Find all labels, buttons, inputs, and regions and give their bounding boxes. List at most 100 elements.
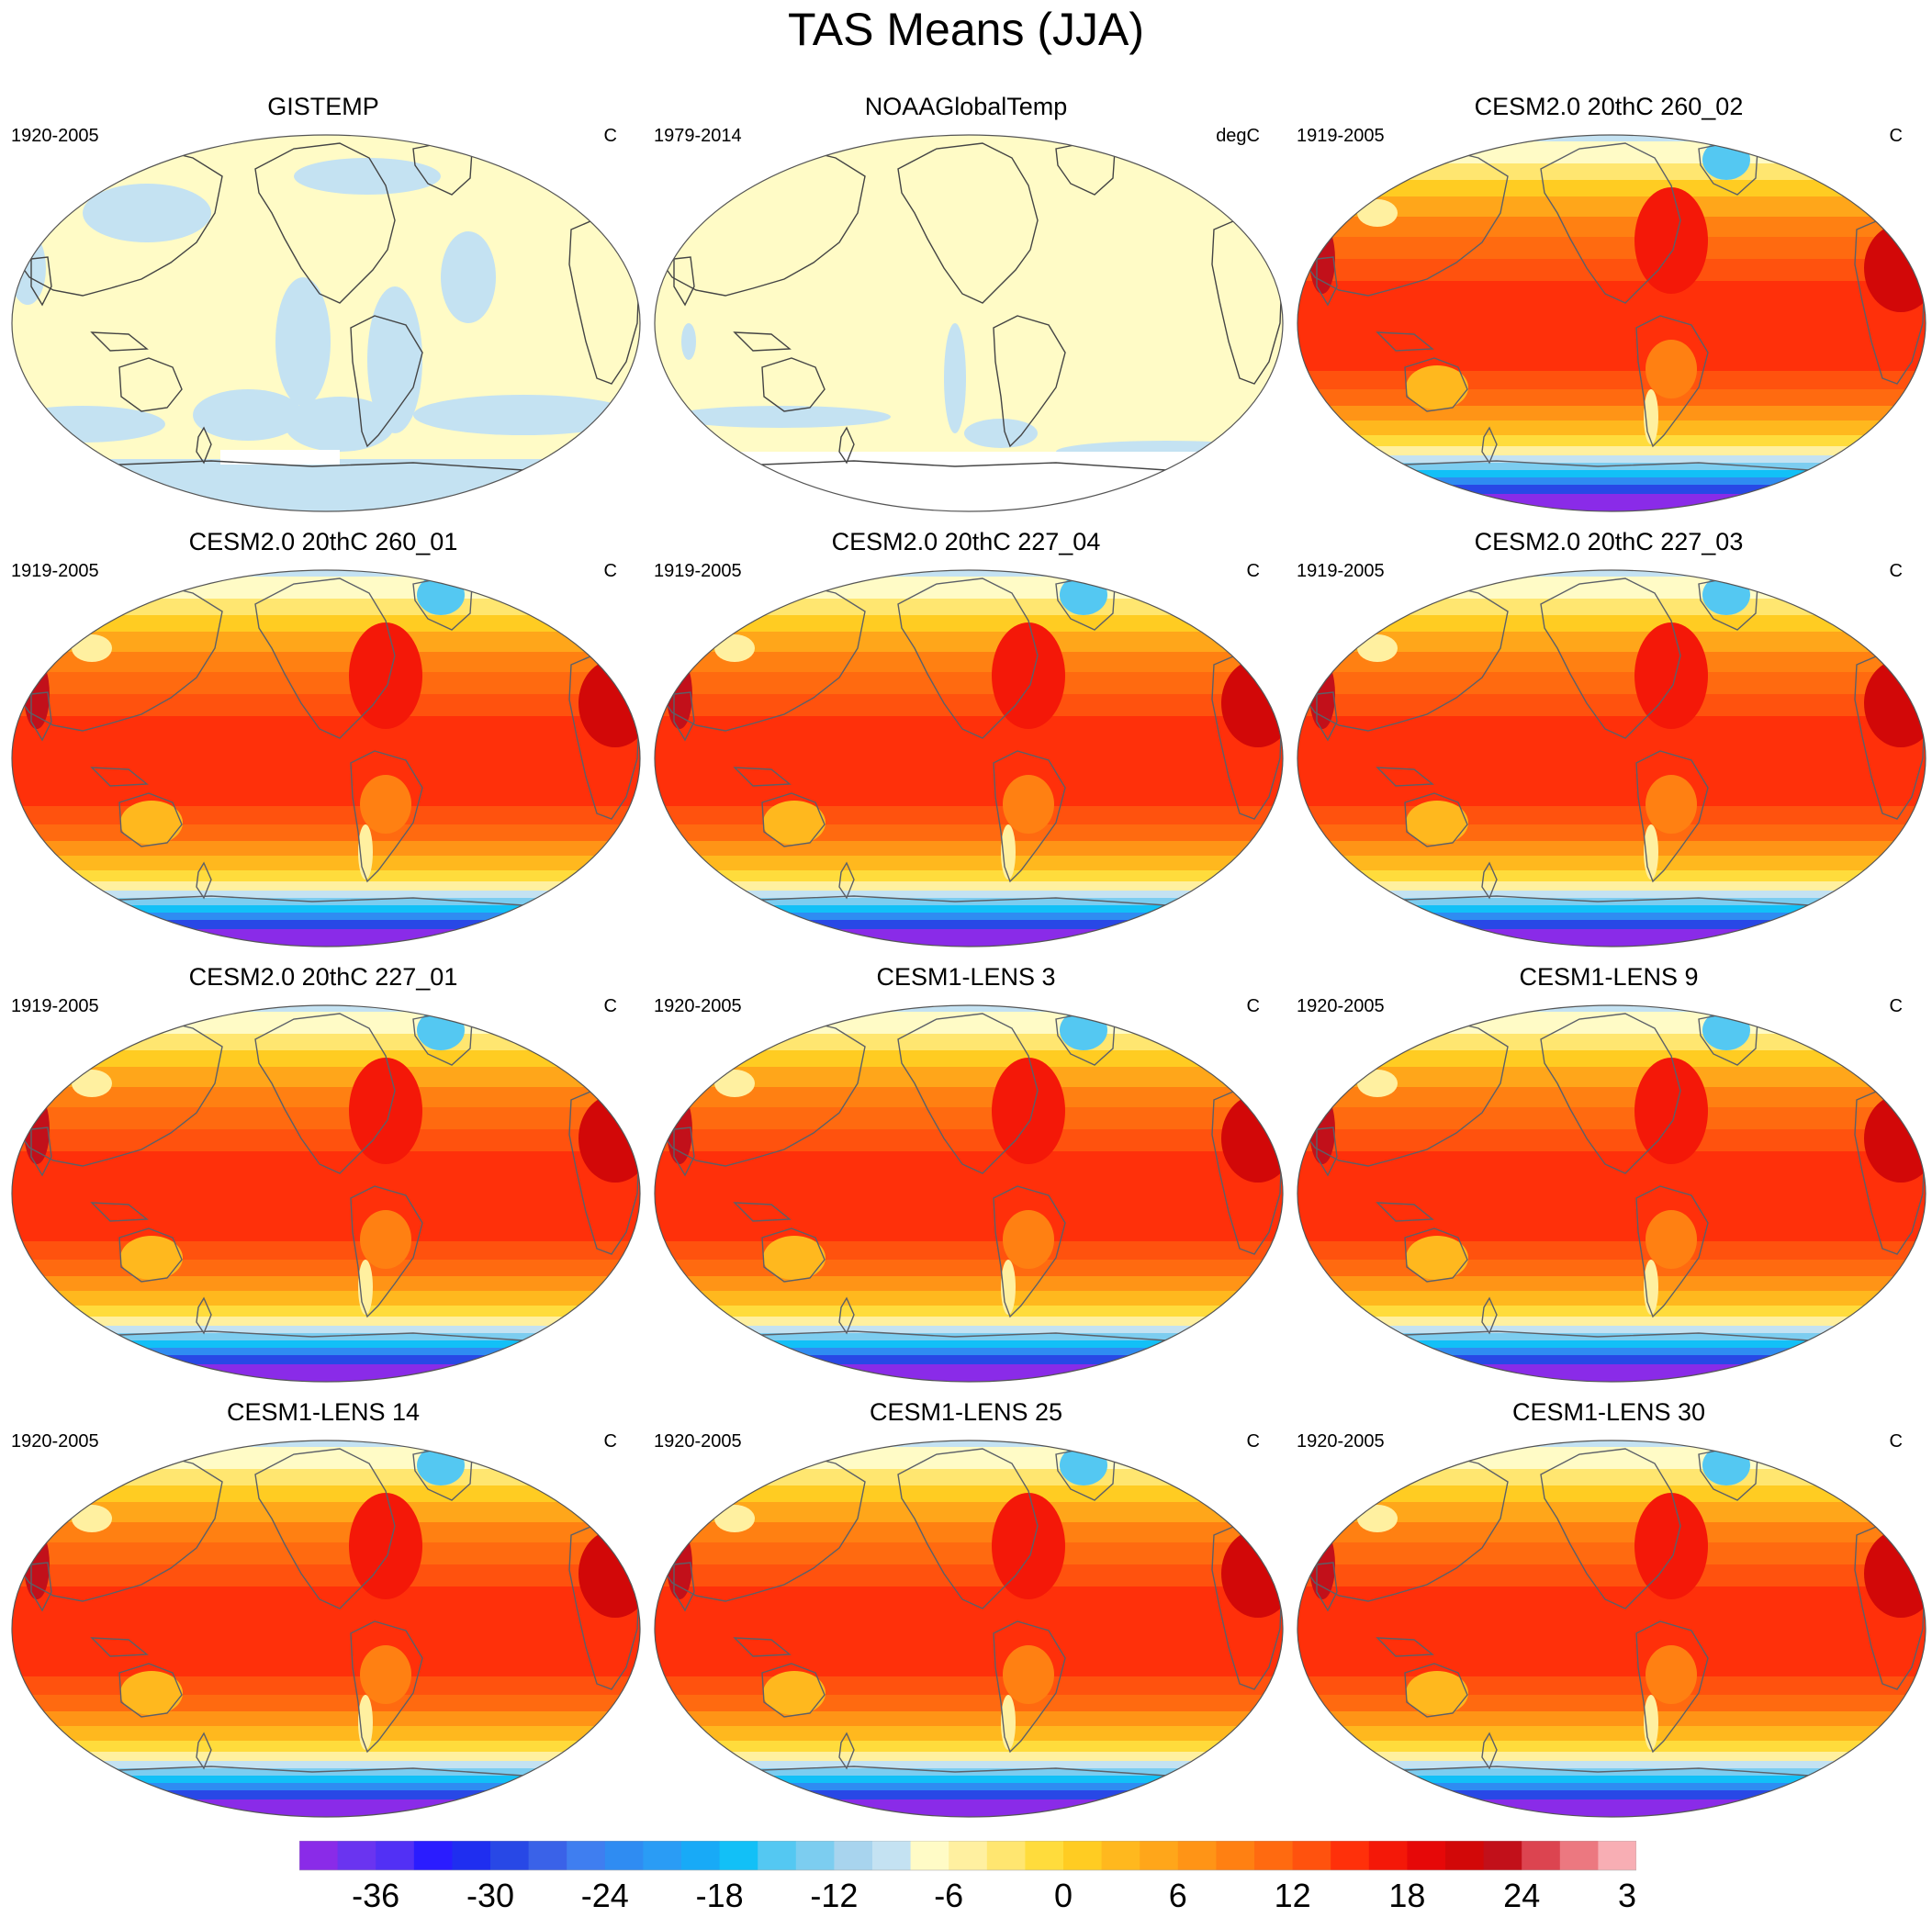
- coastline-australia: [118, 357, 183, 412]
- temperature-anomaly: [120, 1671, 183, 1715]
- temperature-band: [655, 672, 1283, 694]
- coastline-south-america: [1635, 1185, 1709, 1318]
- polar-region: [12, 459, 640, 511]
- colorbar-swatch: [795, 1841, 835, 1870]
- temperature-anomaly: [1406, 1236, 1468, 1280]
- temperature-band: [1297, 1542, 1926, 1564]
- robinson-map: [654, 1004, 1284, 1383]
- temperature-band: [1297, 652, 1926, 672]
- coastline-australia: [118, 1228, 183, 1283]
- temperature-band: [655, 1050, 1283, 1067]
- cool-region: [294, 158, 441, 195]
- temperature-band: [655, 1741, 1283, 1752]
- temperature-anomaly: [1406, 801, 1468, 845]
- temperature-anomaly: [349, 1058, 422, 1164]
- temperature-band: [12, 1067, 640, 1087]
- temperature-anomaly: [1221, 1094, 1283, 1183]
- panel-years: 1919-2005: [11, 996, 99, 1016]
- temperature-band: [655, 1034, 1283, 1050]
- colorbar-tick-label: 18: [1388, 1877, 1425, 1911]
- temperature-band: [1297, 1741, 1926, 1752]
- coastline-australia: [1404, 357, 1468, 412]
- temperature-band: [655, 881, 1283, 891]
- colorbar-tick-label: 12: [1275, 1877, 1311, 1911]
- coastlines: [658, 1011, 1283, 1382]
- temperature-anomaly: [1702, 575, 1750, 615]
- temperature-band: [12, 632, 640, 652]
- coastline-australia: [1404, 792, 1468, 847]
- coastline-new-zealand: [196, 426, 212, 465]
- coastline-antarctica: [48, 1330, 608, 1382]
- coastline-india: [1316, 256, 1338, 307]
- temperature-anomaly: [1357, 1505, 1398, 1532]
- temperature-anomaly: [72, 1070, 112, 1097]
- colorbar-swatch: [1522, 1841, 1561, 1870]
- temperature-band: [1297, 446, 1926, 455]
- colorbar-swatch: [337, 1841, 376, 1870]
- coastline-south-america: [993, 1185, 1066, 1318]
- temperature-band: [12, 1441, 640, 1447]
- coastline-south-america: [993, 750, 1066, 883]
- coastline-new-zealand: [838, 861, 855, 900]
- temperature-band: [1297, 371, 1926, 389]
- cool-region: [681, 323, 696, 360]
- temperature-band: [1297, 1441, 1926, 1447]
- temperature-band: [1297, 1306, 1926, 1317]
- temperature-band: [1297, 1355, 1926, 1364]
- temperature-anomaly: [1406, 365, 1468, 409]
- temperature-band: [1297, 672, 1926, 694]
- temperature-band: [1297, 217, 1926, 237]
- temperature-band: [1297, 196, 1926, 217]
- temperature-band: [1297, 135, 1926, 141]
- temperature-band: [1297, 1695, 1926, 1711]
- temperature-band: [12, 905, 640, 913]
- coastline-new-zealand: [838, 1296, 855, 1335]
- temperature-band: [1297, 1502, 1926, 1522]
- temperature-band: [1297, 1676, 1926, 1695]
- temperature-anomaly: [1646, 775, 1697, 834]
- colorbar-swatch: [719, 1841, 758, 1870]
- temperature-band: [1297, 406, 1926, 420]
- map-field: [12, 1005, 640, 1382]
- temperature-band: [12, 1129, 640, 1151]
- temperature-band: [1297, 1326, 1926, 1333]
- panel-units: C: [603, 561, 617, 581]
- temperature-band: [655, 1340, 1283, 1348]
- coastline-new-zealand: [196, 1296, 212, 1335]
- temperature-anomaly: [120, 1236, 183, 1280]
- coastline-south-america: [1635, 750, 1709, 883]
- map-panel: CESM2.0 20thC 260_02 1919-2005 C: [1287, 92, 1930, 527]
- temperature-band: [655, 1790, 1283, 1799]
- temperature-band: [1297, 1107, 1926, 1129]
- temperature-band: [12, 1485, 640, 1502]
- temperature-anomaly: [1646, 1645, 1697, 1704]
- cool-region: [413, 395, 634, 435]
- colorbar-tick-label: -24: [581, 1877, 629, 1911]
- colorbar-swatch: [1140, 1841, 1179, 1870]
- temperature-band: [655, 570, 1283, 577]
- temperature-band: [655, 870, 1283, 881]
- coastline-south-america: [993, 1620, 1066, 1754]
- temperature-band: [12, 1564, 640, 1586]
- temperature-anomaly: [1060, 1445, 1107, 1485]
- cool-region: [441, 231, 496, 323]
- coastline-indonesia: [1376, 1202, 1434, 1222]
- temperature-band: [655, 1564, 1283, 1586]
- temperature-band: [1297, 485, 1926, 494]
- colorbar-swatch: [986, 1841, 1026, 1870]
- map-panel: CESM2.0 20thC 227_04 1919-2005 C: [645, 527, 1287, 962]
- temperature-band: [12, 806, 640, 824]
- temperature-anomaly: [1221, 1530, 1283, 1618]
- temperature-band: [655, 694, 1283, 716]
- temperature-anomaly: [714, 1505, 755, 1532]
- temperature-band: [1297, 1469, 1926, 1485]
- temperature-band: [12, 694, 640, 716]
- temperature-band: [1297, 1799, 1926, 1817]
- temperature-band: [655, 1783, 1283, 1790]
- colorbar-swatch: [528, 1841, 567, 1870]
- coastline-north-america: [1540, 1448, 1681, 1609]
- colorbar-tick-label: -18: [696, 1877, 744, 1911]
- coastline-india: [30, 1562, 52, 1612]
- temperature-band: [655, 1241, 1283, 1260]
- temperature-band: [12, 716, 640, 806]
